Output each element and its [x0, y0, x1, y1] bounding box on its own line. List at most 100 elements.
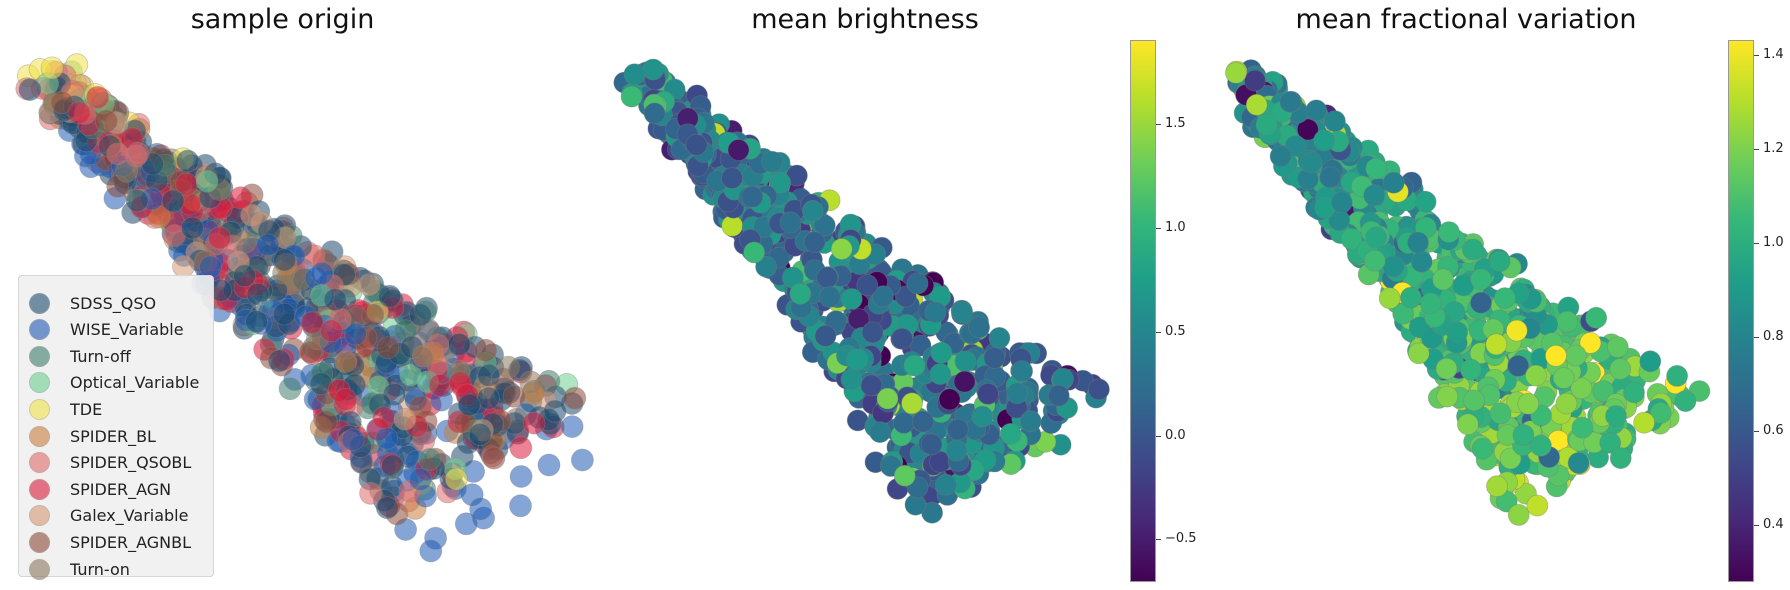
data-point: [1552, 367, 1575, 389]
colorbar: 1.4 1.2 1.0 0.8 0.6 0.4: [1728, 40, 1784, 582]
legend-item: TDE: [29, 396, 102, 422]
data-point: [769, 171, 792, 194]
data-point: [1571, 416, 1594, 439]
data-point: [408, 467, 432, 491]
data-point: [971, 405, 994, 428]
data-point: [1556, 310, 1579, 333]
legend-marker: [29, 372, 50, 394]
data-point: [1555, 392, 1578, 415]
data-point: [840, 368, 863, 391]
data-point: [789, 282, 812, 305]
legend-label: Turn-on: [70, 559, 130, 579]
legend-marker: [29, 531, 50, 553]
data-point: [999, 422, 1022, 445]
data-point: [208, 226, 232, 250]
data-point: [195, 169, 219, 193]
legend-marker: [29, 345, 50, 367]
data-point: [869, 421, 891, 444]
data-point: [1517, 392, 1540, 415]
colorbar-tick-mark: [1156, 539, 1161, 541]
data-point: [457, 393, 481, 417]
data-point: [861, 321, 884, 344]
data-point: [1488, 250, 1511, 273]
data-point: [891, 327, 914, 350]
data-point: [1244, 69, 1266, 92]
data-point: [1245, 93, 1268, 116]
data-point: [272, 302, 296, 326]
data-point: [620, 85, 643, 108]
data-point: [334, 350, 358, 374]
legend-label: Galex_Variable: [70, 506, 189, 526]
legend-label: WISE_Variable: [70, 320, 184, 340]
data-point: [375, 496, 399, 520]
data-point: [1486, 475, 1508, 498]
data-point: [1459, 358, 1482, 381]
data-point: [176, 149, 200, 173]
data-point: [482, 446, 506, 470]
data-point: [1674, 390, 1697, 413]
data-point: [779, 211, 802, 234]
data-point: [1019, 410, 1042, 433]
colorbar: 1.5 1.0 0.5 0.0 −0.5: [1130, 40, 1197, 582]
data-point: [1436, 385, 1459, 408]
data-point: [1269, 145, 1292, 168]
data-point: [814, 324, 837, 347]
data-point: [1363, 249, 1386, 272]
data-point: [310, 261, 334, 285]
data-point: [1323, 110, 1346, 133]
colorbar-tick-mark: [1156, 124, 1161, 126]
data-point: [924, 301, 947, 324]
data-point: [1461, 238, 1484, 261]
data-point: [1047, 384, 1070, 407]
data-point: [1633, 411, 1656, 434]
data-point: [920, 433, 943, 456]
data-point: [1446, 321, 1469, 344]
data-point: [40, 56, 64, 80]
panel-title: sample origin: [190, 4, 375, 35]
data-point: [643, 102, 666, 125]
legend-marker: [29, 478, 50, 500]
data-point: [334, 387, 358, 411]
data-point: [871, 285, 894, 308]
data-point: [1639, 350, 1662, 373]
legend-marker: [29, 319, 50, 341]
colorbar-tick-label: 1.2: [1763, 141, 1784, 156]
data-point: [1284, 135, 1307, 157]
data-point: [755, 255, 778, 278]
scatter-plot-mean-fractional-variation: [1225, 59, 1711, 526]
legend-item: Optical_Variable: [29, 370, 199, 396]
colorbar-tick-mark: [1156, 227, 1161, 229]
data-point: [375, 426, 399, 450]
data-point: [18, 78, 42, 101]
data-point: [825, 310, 847, 333]
legend-label: Turn-off: [70, 346, 131, 366]
data-point: [233, 264, 257, 288]
panel-title: mean brightness: [751, 4, 979, 35]
data-point: [1225, 61, 1247, 84]
data-point: [1463, 389, 1485, 412]
data-point: [813, 214, 836, 237]
data-point: [761, 150, 783, 173]
data-point: [1605, 405, 1627, 427]
data-point: [1623, 381, 1645, 404]
legend: SDSS_QSO WISE_Variable Turn-off Optical_Var…: [18, 275, 214, 580]
data-point: [1296, 118, 1319, 141]
data-point: [946, 418, 969, 441]
colorbar-tick-label: 0.5: [1165, 323, 1186, 339]
scatter-plot-sample-origin: [15, 53, 594, 563]
data-point: [988, 326, 1011, 349]
colorbar-tick-label: 0.0: [1165, 427, 1186, 443]
data-point: [519, 370, 543, 394]
data-point: [323, 288, 347, 312]
data-point: [953, 370, 976, 393]
data-point: [1507, 354, 1530, 377]
data-point: [411, 344, 435, 368]
data-point: [1407, 231, 1429, 254]
data-point: [444, 467, 468, 491]
data-point: [496, 355, 520, 379]
data-point: [1011, 360, 1034, 383]
panel-mean-fractional-variation: mean fractional variation 1.4 1.2 1.0 0.8 0.…: [1200, 0, 1790, 590]
data-point: [801, 199, 824, 222]
legend-item: Turn-off: [29, 343, 131, 369]
legend-item: WISE_Variable: [29, 317, 184, 343]
